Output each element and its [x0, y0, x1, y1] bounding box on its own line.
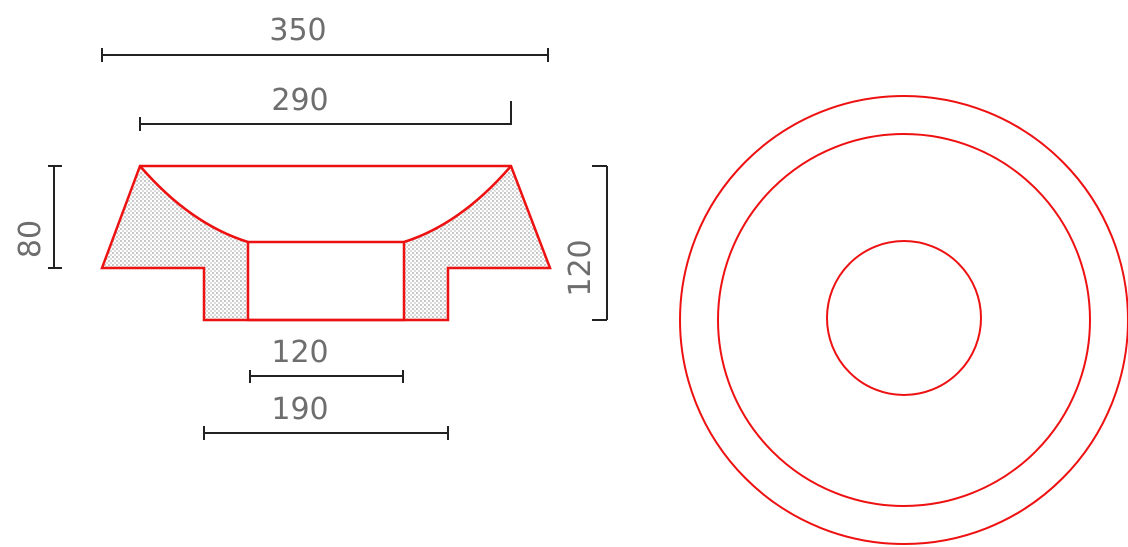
- dimension-190: 190: [203, 392, 449, 440]
- profile-curve-left: [139, 165, 249, 244]
- dimension-80: 80: [13, 165, 62, 269]
- hatched-region-left: [102, 166, 248, 320]
- inner-circle: [826, 240, 982, 396]
- dimension-label-290: 290: [271, 83, 328, 118]
- outer-circle: [679, 95, 1128, 545]
- profile-bore: [246, 240, 406, 322]
- dimension-label-350: 350: [269, 13, 326, 48]
- middle-circle: [717, 133, 1091, 507]
- cross-section-profile: [100, 164, 552, 322]
- dimension-label-190: 190: [271, 392, 328, 427]
- dimension-120-horizontal: 120: [249, 335, 404, 383]
- profile-curve-right: [403, 165, 512, 244]
- dimension-label-120-vertical: 120: [563, 239, 598, 296]
- dimension-350: 350: [101, 13, 549, 62]
- dimension-label-80: 80: [13, 220, 48, 258]
- dimension-290: 290: [139, 83, 512, 131]
- dimension-120-vertical: 120: [563, 165, 608, 321]
- top-view: [679, 95, 1128, 545]
- hatched-region-right: [404, 166, 550, 320]
- profile-outer-outline: [100, 164, 552, 322]
- dimension-label-120-horizontal: 120: [271, 335, 328, 370]
